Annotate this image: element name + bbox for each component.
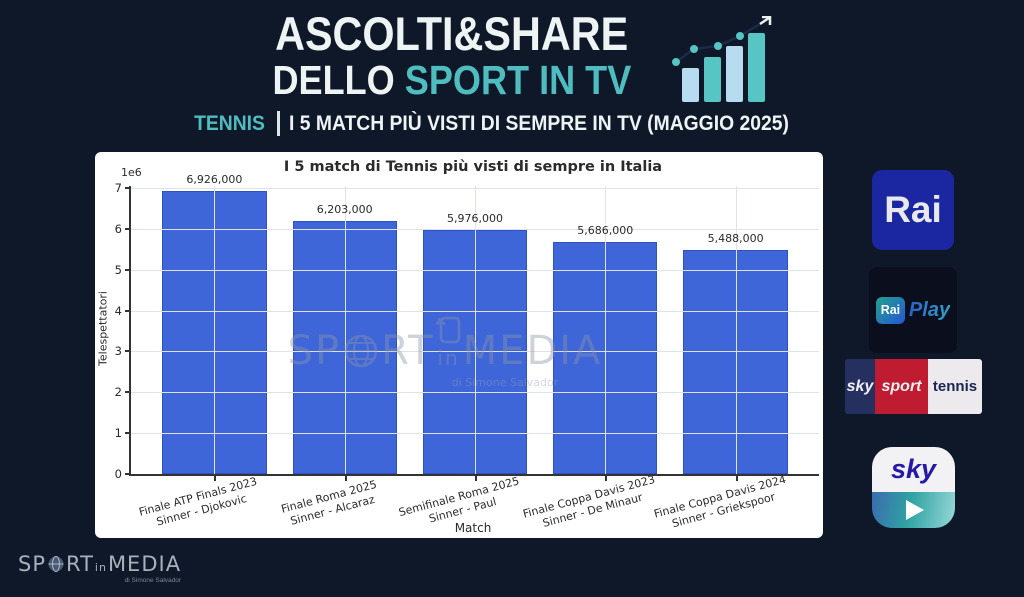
y-tick-mark — [125, 473, 130, 475]
bar-value-label: 6,203,000 — [316, 202, 373, 216]
footer-part2: RT — [66, 552, 94, 576]
bar-value-label: 5,686,000 — [577, 223, 634, 237]
y-tick-label: 5 — [114, 262, 122, 277]
footer-brand-tagline: di Simone Salvador — [124, 577, 182, 584]
subtitle-text: I 5 MATCH PIÙ VISTI DI SEMPRE IN TV (MAG… — [289, 111, 790, 135]
raiplay-play-label: Play — [908, 298, 951, 321]
footer-part4: MEDIA — [107, 552, 182, 576]
sport-segment: sport — [875, 359, 928, 414]
rai-logo-label: Rai — [884, 189, 942, 230]
y-tick-label: 0 — [114, 467, 122, 481]
x-tick-mark — [735, 476, 738, 481]
rai-logo: Rai — [872, 170, 954, 250]
bar — [162, 191, 267, 474]
y-tick-mark — [125, 432, 130, 435]
footer-brand: SP RT in MEDIA di Simone Salvador — [18, 552, 181, 584]
v-gridline — [605, 186, 607, 474]
sky-segment: sky — [845, 359, 875, 414]
x-tick-mark — [214, 476, 217, 481]
plot-area: 0 1 2 3 4 5 6 7 6,926,000 Finale ATP Finals 2023 S… — [115, 173, 819, 531]
sky-app-play-area — [872, 492, 955, 528]
raiplay-logo: Rai Play — [869, 267, 957, 353]
y-tick-mark — [125, 268, 130, 271]
y-tick-label: 3 — [114, 344, 122, 359]
footer-globe-icon — [48, 556, 64, 572]
title-line2-accent: SPORT IN TV — [404, 57, 632, 103]
footer-brand-text: SP RT in MEDIA — [18, 552, 181, 576]
subtitle-category: TENNIS — [194, 111, 266, 135]
tennis-segment: tennis — [928, 359, 982, 414]
x-tick-mark — [605, 476, 608, 481]
y-tick-label: 1 — [114, 426, 122, 441]
y-axis-label: Telespettatori — [96, 291, 110, 366]
x-tick-mark — [475, 476, 477, 481]
y-tick-mark — [125, 350, 130, 353]
x-axis-label: Match — [454, 521, 492, 535]
y-tick-mark — [125, 187, 130, 190]
x-tick-mark — [344, 476, 347, 481]
bar — [292, 220, 397, 474]
chart-card: I 5 match di Tennis più visti di sempre … — [95, 152, 823, 538]
y-tick-mark — [125, 227, 130, 230]
title-line1: ASCOLTI&SHARE — [275, 7, 629, 60]
raiplay-rai-box: Rai — [875, 296, 905, 324]
sky-sport-tennis-logo: sky sport tennis — [845, 359, 982, 414]
y-tick-mark — [125, 391, 130, 394]
v-gridline — [214, 186, 216, 474]
bar — [553, 241, 658, 474]
y-axis-offset-label: 1e6 — [121, 166, 142, 179]
play-triangle-icon — [905, 500, 924, 520]
bar-trend-icon — [671, 16, 772, 102]
y-tick-mark — [125, 309, 130, 312]
footer-part3: in — [94, 561, 107, 574]
y-tick-label: 2 — [114, 385, 122, 400]
title-line2: DELLO SPORT IN TV — [273, 60, 632, 101]
sky-app-label: sky — [872, 447, 955, 492]
footer-part1: SP — [18, 552, 46, 576]
subtitle-separator — [277, 111, 281, 136]
bar-value-label: 6,926,000 — [186, 173, 243, 187]
bar-value-label: 5,976,000 — [447, 211, 503, 225]
v-gridline — [475, 186, 476, 474]
sky-app-icon: sky — [872, 447, 955, 528]
header: ASCOLTI&SHARE DELLO SPORT IN TV — [0, 10, 1024, 108]
y-tick-label: 7 — [114, 181, 122, 196]
bar-value-label: 5,488,000 — [707, 231, 764, 245]
chart-title: I 5 match di Tennis più visti di sempre … — [283, 159, 663, 175]
y-tick-label: 6 — [114, 221, 122, 236]
main-title: ASCOLTI&SHARE DELLO SPORT IN TV — [248, 10, 656, 101]
y-tick-label: 4 — [114, 303, 122, 318]
subtitle-bar: TENNIS I 5 MATCH PIÙ VISTI DI SEMPRE IN … — [0, 111, 1024, 136]
v-gridline — [735, 186, 737, 474]
v-gridline — [344, 186, 346, 474]
title-line2-prefix: DELLO — [272, 57, 405, 103]
